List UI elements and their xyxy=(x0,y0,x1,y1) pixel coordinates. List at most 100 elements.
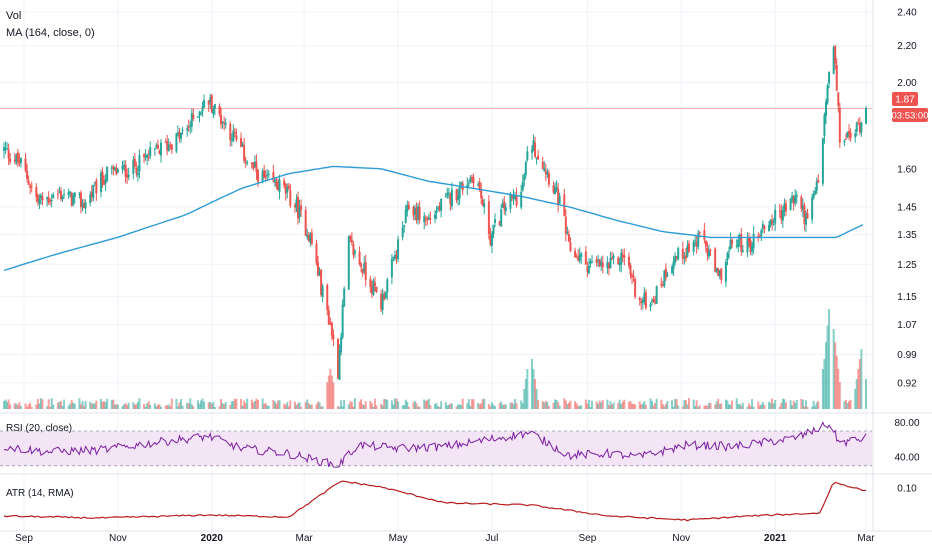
candle-body xyxy=(655,286,658,304)
volume-bar xyxy=(392,404,395,409)
price-tick-label: 2.20 xyxy=(897,41,917,52)
price-tick-label: 0.99 xyxy=(897,350,917,361)
volume-bar xyxy=(774,400,777,409)
candle-body xyxy=(89,194,92,203)
volume-bar xyxy=(200,400,203,409)
candle-body xyxy=(792,197,795,205)
candle-body xyxy=(412,206,415,216)
candle-body xyxy=(821,138,824,184)
volume-bar xyxy=(450,403,453,409)
volume-bar xyxy=(9,404,12,409)
candle-body xyxy=(631,275,634,278)
volume-bar xyxy=(623,399,626,409)
candle-body xyxy=(858,122,861,132)
candle-body xyxy=(865,108,867,124)
volume-bar xyxy=(778,406,781,409)
candle-body xyxy=(343,288,346,307)
volume-bar xyxy=(672,406,675,409)
volume-bar xyxy=(230,401,233,409)
candle-body xyxy=(584,251,587,265)
candle-body xyxy=(209,97,212,104)
candle-body xyxy=(101,171,104,183)
volume-bar xyxy=(406,401,409,409)
volume-bar xyxy=(815,402,818,409)
candle-body xyxy=(276,185,279,191)
volume-bar xyxy=(326,382,329,409)
volume-bar xyxy=(597,403,600,409)
volume-bar xyxy=(472,399,475,409)
candle-body xyxy=(709,249,712,251)
candle-body xyxy=(235,135,238,140)
candle-body xyxy=(606,262,609,269)
candle-body xyxy=(472,177,475,184)
candle-body xyxy=(826,85,829,104)
volume-bar xyxy=(169,406,172,409)
candle-body xyxy=(326,284,329,310)
candle-body xyxy=(749,240,752,253)
volume-bar xyxy=(340,400,343,409)
rsi-tick-label: 80.00 xyxy=(894,418,919,429)
volume-bar xyxy=(160,406,163,409)
volume-bar xyxy=(309,404,312,409)
volume-bar xyxy=(627,401,630,409)
volume-bar xyxy=(72,402,75,409)
candle-body xyxy=(824,102,827,117)
candle-body xyxy=(460,182,463,185)
candle-body xyxy=(530,149,533,153)
legend-vol[interactable]: Vol xyxy=(6,10,21,22)
volume-bar xyxy=(16,404,19,409)
candle-body xyxy=(155,145,158,148)
candle-body xyxy=(812,193,815,198)
candle-body xyxy=(153,148,156,150)
candle-body xyxy=(383,294,386,300)
volume-bar xyxy=(121,405,124,409)
volume-bar xyxy=(89,401,92,409)
candle-body xyxy=(90,192,93,198)
volume-bar xyxy=(350,402,353,409)
volume-bar xyxy=(381,405,384,409)
volume-bar xyxy=(612,402,615,409)
volume-bar xyxy=(358,401,361,409)
candle-body xyxy=(541,161,544,170)
legend-rsi[interactable]: RSI (20, close) xyxy=(6,423,72,434)
volume-bar xyxy=(643,401,646,409)
candle-body xyxy=(138,154,141,172)
volume-bar xyxy=(293,401,296,409)
volume-bar xyxy=(187,403,190,409)
candle-body xyxy=(503,201,506,209)
price-tick-label: 1.07 xyxy=(897,320,917,331)
candle-body xyxy=(189,124,192,127)
candle-body xyxy=(632,275,635,277)
candle-body xyxy=(791,195,794,199)
volume-bar xyxy=(567,402,570,409)
volume-bar xyxy=(811,406,814,409)
legend-ma[interactable]: MA (164, close, 0) xyxy=(6,27,95,39)
volume-bar xyxy=(749,406,752,409)
candle-body xyxy=(149,147,152,157)
volume-bar xyxy=(113,404,116,409)
volume-bar xyxy=(332,382,335,409)
candle-body xyxy=(207,100,210,105)
volume-bar xyxy=(752,406,755,409)
volume-bar xyxy=(110,400,113,409)
legend-atr[interactable]: ATR (14, RMA) xyxy=(6,488,74,499)
volume-bar xyxy=(321,406,324,409)
candle-body xyxy=(704,240,707,247)
volume-bar xyxy=(761,402,764,409)
volume-bar xyxy=(617,403,620,409)
volume-bar xyxy=(618,399,621,409)
volume-bar xyxy=(600,402,603,409)
candle-body xyxy=(300,205,303,211)
volume-bar xyxy=(546,401,549,409)
volume-bar xyxy=(846,403,849,409)
candle-body xyxy=(83,204,86,209)
volume-bar xyxy=(6,401,9,409)
candle-body xyxy=(586,266,589,272)
candle-body xyxy=(169,144,172,147)
volume-bar xyxy=(735,398,738,409)
volume-bar xyxy=(235,398,238,409)
volume-bar xyxy=(13,403,16,409)
candle-body xyxy=(63,194,66,196)
